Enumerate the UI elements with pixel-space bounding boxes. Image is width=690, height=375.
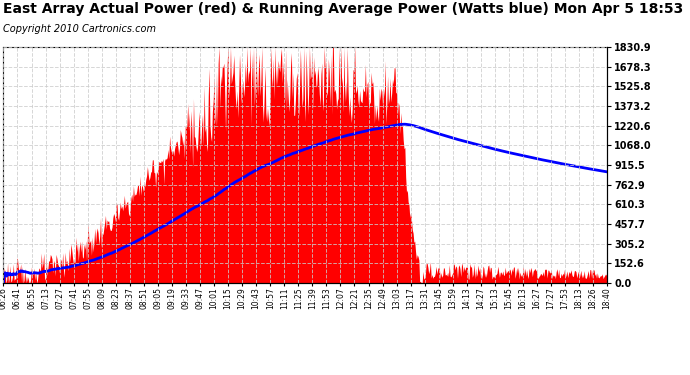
- Text: Copyright 2010 Cartronics.com: Copyright 2010 Cartronics.com: [3, 24, 157, 34]
- Text: East Array Actual Power (red) & Running Average Power (Watts blue) Mon Apr 5 18:: East Array Actual Power (red) & Running …: [3, 2, 684, 16]
